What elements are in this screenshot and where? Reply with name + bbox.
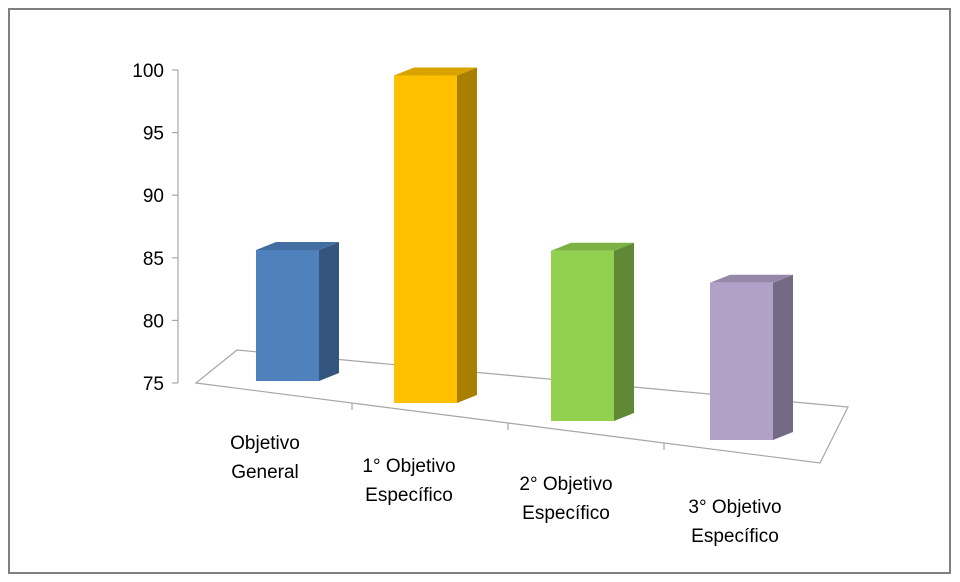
x-category-label: Específico <box>522 503 610 524</box>
x-category-label: Objetivo <box>230 433 300 454</box>
x-axis-labels: Objetivo General 1° Objetivo Específico 2° O… <box>230 433 781 547</box>
bar <box>394 75 457 403</box>
x-category-label: 3° Objetivo <box>688 497 781 518</box>
y-tick-label: 90 <box>143 186 164 207</box>
bar-top <box>256 242 339 250</box>
y-tick-label: 75 <box>143 374 164 395</box>
bar-side <box>773 274 793 440</box>
bar <box>551 250 614 421</box>
bar-top <box>710 274 793 283</box>
y-tick-label: 80 <box>143 311 164 332</box>
y-tick-label: 95 <box>143 124 164 145</box>
bar <box>710 282 773 440</box>
bar-side <box>457 67 477 403</box>
chart-frame <box>8 8 951 574</box>
bars <box>256 67 793 440</box>
y-axis: 100 95 90 85 80 75 <box>132 61 179 395</box>
x-category-label: Específico <box>365 485 453 506</box>
x-category-label: 1° Objetivo <box>362 456 455 477</box>
bar-side <box>614 242 634 421</box>
y-tick-label: 85 <box>143 249 164 270</box>
y-tick-label: 100 <box>132 61 164 82</box>
bar-side <box>319 242 339 381</box>
x-category-label: General <box>231 462 299 483</box>
chart-floor <box>194 349 849 464</box>
bar <box>256 250 319 381</box>
floor-plane <box>194 349 849 464</box>
bar-top <box>551 242 634 251</box>
x-category-label: 2° Objetivo <box>519 474 612 495</box>
x-category-label: Específico <box>691 526 779 547</box>
bar-top <box>394 67 477 76</box>
